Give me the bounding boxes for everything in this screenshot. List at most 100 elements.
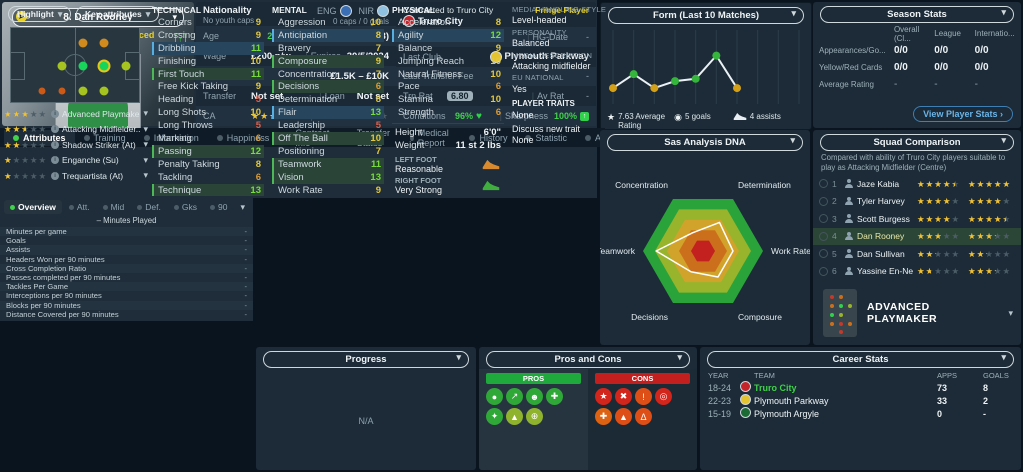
main-tab[interactable]: Happiness <box>208 130 279 146</box>
squad-comparison-description: Compared with ability of Truro City play… <box>821 153 1006 172</box>
conditions-value: 96% <box>455 111 474 122</box>
main-tab[interactable]: History <box>460 130 516 146</box>
info-icon[interactable]: i <box>51 171 59 180</box>
conditions-label: Conditions <box>403 111 446 122</box>
year-col-header: YEAR <box>708 371 729 380</box>
position-dot[interactable] <box>99 86 109 96</box>
position-dot[interactable] <box>78 38 88 48</box>
main-tab[interactable]: Statistic <box>516 130 576 146</box>
club-name-link[interactable]: Truro City <box>418 15 463 27</box>
squad-player-name[interactable]: Dan Sullivan <box>857 248 905 259</box>
role-selector[interactable]: ADVANCED PLAYMAKER ▾ <box>823 289 1013 337</box>
chevron-down-icon[interactable]: ▾ <box>143 154 148 165</box>
career-apps: 33 <box>937 395 948 406</box>
attribute-value: 6 <box>255 171 261 183</box>
role-row[interactable]: ★★★★★★★★★★ i Advanced Playmaker... ▾ <box>4 106 148 122</box>
info-icon[interactable]: i <box>51 125 59 134</box>
attribute-name: Anticipation <box>278 29 328 41</box>
chevron-down-icon[interactable]: ▾ <box>143 123 148 134</box>
heart-icon: ♥ <box>476 110 482 122</box>
dna-panel: Sas Analysis DNA ▾ Work Rate Determinatio… <box>600 130 810 345</box>
squad-comparison-selector[interactable]: Squad Comparison ▾ <box>820 134 1014 151</box>
overview-tab[interactable]: Gks <box>168 200 203 214</box>
info-icon[interactable]: i <box>51 156 59 165</box>
tab-dot-icon <box>585 134 591 141</box>
tab-label: Overview <box>18 202 56 212</box>
squad-player-name[interactable]: Scott Burgess <box>857 213 910 224</box>
key-attributes-dropdown[interactable]: Key attributes ▾ <box>76 6 160 22</box>
main-tab[interactable]: Information <box>135 130 208 146</box>
form-panel-selector[interactable]: Form (Last 10 Matches) ▾ <box>608 7 804 24</box>
last-club-link[interactable]: Plymouth Parkway <box>504 51 589 63</box>
season-stats-panel: Season Stats ▾ Overall (Cl... League Int… <box>813 2 1021 128</box>
position-dot[interactable] <box>99 38 109 48</box>
overview-tab[interactable]: Def. <box>131 200 167 214</box>
attribute-value: 10 <box>250 107 261 119</box>
highlight-dropdown[interactable]: Highlight ▾ <box>8 6 72 22</box>
chevron-down-icon[interactable]: ▾ <box>143 170 148 181</box>
position-dot[interactable] <box>57 61 67 71</box>
position-dot[interactable] <box>58 87 66 95</box>
role-row[interactable]: ★★★★★★★★★★ i Shadow Striker (At) ▾ <box>4 137 148 153</box>
attribute-value: 6 <box>375 81 381 93</box>
main-tab[interactable]: Training <box>75 130 135 146</box>
overview-stat-row: Headers Won per 90 minutes - <box>0 255 253 264</box>
cons-header: CONS <box>595 373 690 384</box>
career-apps: 73 <box>937 382 948 393</box>
position-dot[interactable] <box>38 87 46 95</box>
attribute-row: Teamwork 11 <box>272 157 384 171</box>
chevron-down-icon[interactable]: ▾ <box>143 139 148 150</box>
season-stats-selector[interactable]: Season Stats ▾ <box>820 6 1014 23</box>
rank-number: 4 <box>832 231 837 242</box>
role-ratings-list: ★★★★★★★★★★ i Advanced Playmaker... ▾ ★★★… <box>4 106 148 184</box>
attribute-name: Balance <box>398 42 433 54</box>
squad-player-name[interactable]: Tyler Harvey <box>857 196 905 207</box>
stat-label: Assists <box>6 245 31 255</box>
minutes-played-subtitle: – Minutes Played <box>96 216 157 225</box>
dna-panel-title: Sas Analysis DNA <box>664 137 746 148</box>
svg-text:Teamwork: Teamwork <box>600 246 636 256</box>
position-dot[interactable] <box>99 61 109 71</box>
pros-section: PROS ● ↗ ☻ ✚ ✦ ▲ ⊕ <box>479 369 588 470</box>
chevron-down-icon[interactable]: ▾ <box>143 108 148 119</box>
dna-panel-selector[interactable]: Sas Analysis DNA ▾ <box>607 134 803 151</box>
squad-player-name[interactable]: Dan Rooney <box>857 231 905 242</box>
overview-tab[interactable]: Att. <box>63 200 96 214</box>
overview-stat-row: Distance Covered per 90 minutes - <box>0 310 253 319</box>
overview-tab[interactable]: Mid <box>97 200 131 214</box>
attribute-name: Determination <box>278 94 338 106</box>
role-row[interactable]: ★★★★★★★★★★ i Enganche (Su) ▾ <box>4 153 148 169</box>
pros-cons-selector[interactable]: Pros and Cons ▾ <box>486 351 690 368</box>
player-name-dropdown[interactable]: ➤ 8. Dan Rooney ▾ <box>12 8 184 27</box>
position-dot[interactable] <box>78 61 88 71</box>
attribute-value: 12 <box>490 29 501 41</box>
career-team-link[interactable]: Truro City <box>754 382 797 393</box>
info-icon[interactable]: i <box>51 140 59 149</box>
role-row[interactable]: ★★★★★★★★★★ i Attacking Midfielder... ▾ <box>4 122 148 138</box>
squad-player-name[interactable]: Jaze Kabia <box>857 178 900 189</box>
personality-label: PERSONALITY <box>512 27 567 37</box>
progress-panel-selector[interactable]: Progress ▾ <box>263 351 469 368</box>
squad-player-name[interactable]: Yassine En-Neyah <box>857 266 913 277</box>
chevron-down-icon[interactable]: ▾ <box>240 201 245 212</box>
discuss-new-trait-link[interactable]: Discuss new trait <box>512 124 581 135</box>
overview-tab[interactable]: 90 <box>204 200 233 214</box>
season-value: 0/0 <box>893 45 908 56</box>
attribute-value: 8 <box>495 16 501 28</box>
info-icon[interactable]: i <box>51 109 59 118</box>
position-dot[interactable] <box>121 61 131 71</box>
potential-stars: ★★★★★★★★★★ <box>968 248 1012 259</box>
overview-tab[interactable]: Overview <box>4 200 62 214</box>
role-row[interactable]: ★★★★★★★★★★ i Trequartista (At) ▾ <box>4 168 148 184</box>
media-info-column: MEDIA HANDLING STYLE Level-headed PERSON… <box>512 4 1020 470</box>
view-player-stats-button[interactable]: View Player Stats › <box>913 106 1013 122</box>
attribute-row: Passing 12 <box>152 144 264 158</box>
club-badge-icon <box>740 407 751 418</box>
main-tab[interactable]: Medical Report <box>401 125 460 151</box>
position-dot[interactable] <box>78 86 88 96</box>
career-team-link[interactable]: Plymouth Parkway <box>754 395 829 406</box>
career-team-link[interactable]: Plymouth Argyle <box>754 408 820 419</box>
attribute-name: Jumping Reach <box>398 55 465 67</box>
con-handling-icon: ✖ <box>615 388 632 405</box>
career-stats-selector[interactable]: Career Stats ▾ <box>707 351 1014 368</box>
